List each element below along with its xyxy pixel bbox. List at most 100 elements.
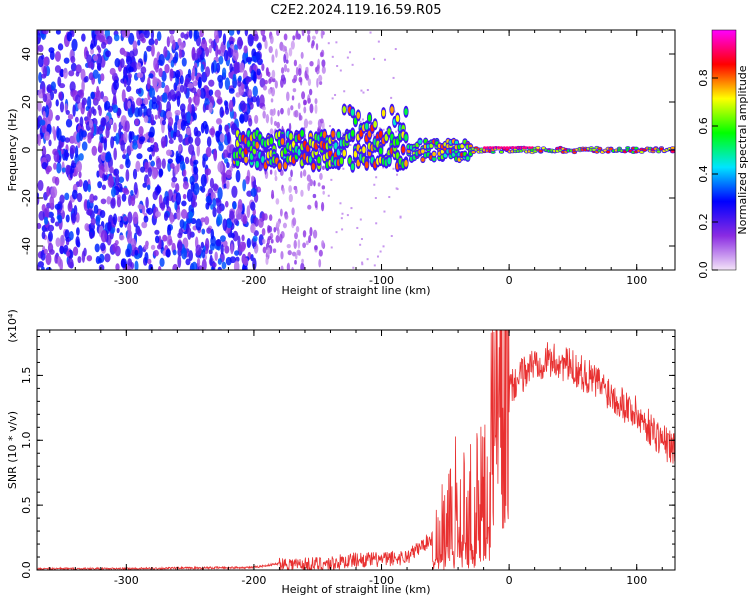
spectrogram-cell	[100, 198, 107, 205]
spectrogram-cell	[187, 83, 194, 89]
spectrogram-cell	[214, 89, 221, 98]
spectrogram-cell	[346, 214, 349, 217]
colorbar-tick-label: 0.6	[697, 117, 710, 135]
spectrogram-cell	[362, 146, 366, 154]
spectrogram-cell	[145, 132, 150, 140]
spectrogram-cell	[77, 256, 82, 264]
spectrogram-cell	[204, 216, 210, 226]
spectrogram-cell	[277, 109, 280, 117]
spectrogram-cell	[125, 169, 130, 182]
spectrogram-cell	[174, 165, 179, 175]
spectrogram-cell	[233, 260, 240, 270]
spectrogram-cell	[132, 135, 139, 141]
spectrogram-cell	[204, 237, 210, 251]
spectrogram-cell	[39, 119, 46, 126]
spectrogram-cell	[67, 113, 74, 120]
spectrogram-cell	[138, 126, 144, 136]
spectrogram-cell	[271, 54, 275, 63]
spectrogram-cell	[113, 92, 117, 104]
spectrogram-cell	[322, 165, 325, 170]
spectrogram-cell	[125, 55, 132, 65]
spectrogram-cell	[147, 146, 153, 153]
spectrogram-cell	[123, 78, 127, 88]
spectrogram-cell	[269, 169, 273, 175]
spectrogram-cell	[200, 217, 206, 223]
spectrogram-cell	[151, 168, 158, 180]
spectrogram-cell	[361, 263, 364, 266]
spectrogram-cell	[359, 243, 362, 246]
spectrogram-cell	[54, 254, 59, 264]
spectrogram-cell	[155, 211, 161, 218]
spectrogram-cell	[310, 42, 314, 49]
spectrogram-cell	[191, 67, 196, 77]
snr-panel: -300 -200 -100 0 100 0.0 0.5 1.0 1.5 Height of s…	[6, 309, 676, 596]
snr-xlabel: Height of straight line (km)	[281, 583, 430, 596]
spectrogram-cell	[200, 173, 207, 187]
spectrogram-cell	[160, 136, 167, 148]
spectrogram-cell	[217, 161, 224, 173]
spectrogram-cell	[55, 237, 61, 248]
spectrogram-cell	[275, 235, 280, 243]
spectrogram-cell	[220, 235, 226, 242]
spectrogram-cell	[272, 248, 277, 254]
spectrogram-cell	[132, 211, 139, 225]
x-tick-label: -100	[369, 274, 394, 287]
colorbar: 0.0 0.2 0.4 0.6 0.8 Normalized spectral ampl…	[697, 29, 749, 279]
colorbar-tick-label: 0.4	[697, 165, 710, 183]
spectrogram-cell	[300, 51, 304, 59]
spectrogram-cell	[232, 201, 237, 210]
spectrogram-cell	[256, 68, 261, 76]
spectrogram-cell	[294, 188, 298, 195]
spectrogram-cell	[70, 55, 76, 64]
spectrogram-cell	[302, 169, 307, 177]
spectrogram-cell	[71, 189, 78, 200]
spectrogram-cell	[69, 167, 73, 179]
spectrogram-cell	[238, 62, 245, 73]
spectrogram-cell	[281, 45, 286, 52]
spectrogram-cell	[378, 127, 381, 130]
spectrogram-cell	[141, 204, 146, 215]
spectrogram-cell	[307, 34, 311, 43]
spectrogram-cell	[105, 151, 110, 163]
spectrogram-cell	[317, 156, 321, 164]
spectrogram-cell	[497, 146, 501, 150]
spectrogram-cell	[293, 59, 298, 67]
spectrogram-cell	[137, 39, 141, 46]
spectrogram-cell	[69, 230, 74, 241]
spectrogram-cell	[224, 245, 230, 254]
spectrogram-cell	[158, 101, 162, 114]
spectrogram-cell	[81, 99, 85, 109]
spectrogram-cell	[373, 264, 376, 267]
spectrogram-cell	[522, 146, 526, 150]
spectrogram-cell	[136, 153, 143, 160]
spectrogram-cell	[83, 77, 87, 83]
spectrogram-cell	[245, 175, 250, 185]
spectrogram-cell	[100, 117, 107, 127]
spectrogram-cell	[196, 257, 201, 267]
spectrogram-cell	[309, 103, 314, 114]
spectrogram-cell	[123, 189, 130, 195]
spectrogram-cell	[288, 47, 293, 57]
spectrogram-cell	[384, 58, 387, 61]
spectrogram-cell	[71, 30, 75, 38]
spectrogram-cell	[54, 51, 61, 62]
spectrogram-cell	[43, 56, 48, 66]
colorbar-ticks: 0.0 0.2 0.4 0.6 0.8	[697, 69, 718, 279]
spectrogram-cell	[123, 50, 128, 57]
spectrogram-cell	[56, 162, 62, 174]
spectrogram-cell	[176, 209, 181, 221]
snr-ylabel: SNR (10 * v/v)	[6, 411, 19, 489]
spectrogram-cell	[93, 195, 98, 201]
spectrogram-cell	[175, 90, 182, 100]
snr-ticks: -300 -200 -100 0 100 0.0 0.5 1.0 1.5	[20, 330, 675, 587]
spectrogram-cell	[54, 221, 60, 227]
spectrogram-cell	[135, 97, 143, 106]
spectrogram-cell	[302, 242, 307, 249]
spectrogram-cell	[42, 85, 46, 98]
spectrogram-cell	[183, 82, 188, 95]
spectrogram-cell	[300, 189, 304, 197]
spectrogram-cell	[182, 169, 187, 177]
spectrogram-cell	[276, 121, 280, 129]
spectrogram-cell	[143, 244, 149, 250]
spectrogram-cell	[286, 244, 291, 249]
